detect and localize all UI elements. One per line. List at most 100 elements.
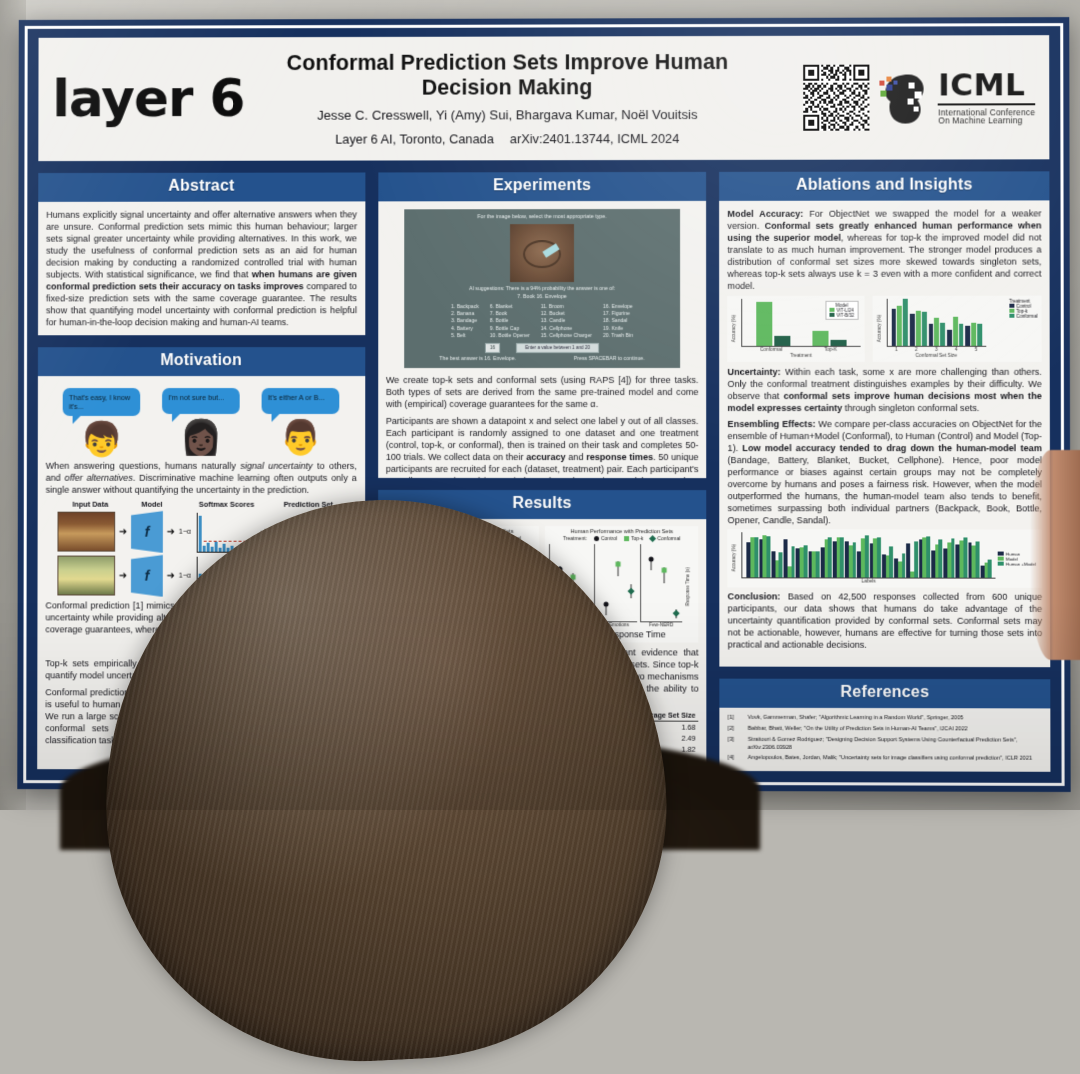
- per-class-bar: [938, 539, 943, 578]
- experiments-body: For the image below, select the most app…: [375, 200, 709, 481]
- panel-ablations: Ablations and Insights Model Accuracy: F…: [717, 169, 1053, 670]
- option-item: 5. Belt: [451, 333, 466, 340]
- pipeline-header-input: Input Data: [72, 499, 109, 509]
- ma-xlabel: Treatment: [790, 353, 812, 359]
- rt-figure-title: Human Performance with Prediction Sets: [570, 529, 673, 536]
- per-class-group: [869, 536, 881, 578]
- per-class-bars: [741, 532, 996, 579]
- per-class-group: [894, 553, 906, 578]
- per-class-bar: [778, 552, 783, 578]
- ensembling-text: Ensembling Effects: We compare per-class…: [728, 418, 1042, 526]
- arrow-icon-1: ➜: [118, 526, 128, 538]
- alpha-label-2: 1−α: [178, 572, 191, 580]
- exp-p2-mid: and: [565, 452, 587, 463]
- reference-item: [3] Straitouri & Gomez Rodriguez; "Design…: [728, 736, 1043, 753]
- option-item: 12. Bucket: [540, 310, 565, 317]
- uncertainty-label: Uncertainty:: [727, 366, 781, 377]
- per-class-group: [931, 539, 943, 578]
- persona-1: That's easy, I know it's... 👦: [62, 388, 141, 459]
- task-option-grid: 1. Backpack 2. Banana 3. Bandage 4. Batt…: [411, 303, 674, 340]
- reference-text: Angelopoulos, Bates, Jordan, Malik; "Unc…: [747, 755, 1033, 763]
- ens-bold: Low model accuracy tended to drag down t…: [742, 443, 1042, 454]
- css-xtick: 2: [914, 347, 918, 353]
- exp-p2-b1: accuracy: [526, 452, 566, 463]
- per-class-bar: [852, 542, 857, 578]
- persona-3: It's either A or B... 👨: [261, 388, 340, 457]
- ablations-heading: Ablations and Insights: [717, 169, 1052, 201]
- rt-panel-goemotions: [594, 544, 638, 623]
- rt-ylabel: Response Time (s): [685, 566, 691, 606]
- per-class-bar: [963, 536, 968, 578]
- per-class-group: [758, 535, 771, 578]
- css-xtick: 1: [895, 347, 898, 353]
- references-body: [1] Vovk, Gammerman, Shafer; "Algorithmic…: [717, 708, 1053, 774]
- option-item: 1. Backpack: [451, 303, 479, 310]
- pc-xlabel: Labels: [861, 579, 876, 585]
- poster-header: layer 6 Conformal Prediction Sets Improv…: [36, 33, 1052, 164]
- task-answer-input[interactable]: 16: [485, 343, 501, 354]
- abstract-text: Humans explicitly signal uncertainty and…: [46, 208, 357, 328]
- option-item: 14. Cellphone: [540, 325, 573, 332]
- css-xtick: 3: [934, 347, 938, 353]
- reference-list: [1] Vovk, Gammerman, Shafer; "Algorithmic…: [728, 714, 1043, 763]
- option-item: 16. Envelope: [602, 303, 633, 310]
- conclusion-text: Conclusion: Based on 42,500 responses co…: [728, 590, 1043, 651]
- per-class-group: [832, 536, 845, 578]
- reference-item: [2] Babbar, Bhatt, Weller; "On the Utilit…: [728, 725, 1043, 734]
- per-class-bar: [754, 537, 759, 578]
- per-class-bar: [901, 553, 906, 578]
- option-item: 3. Bandage: [451, 318, 478, 325]
- arrow-icon-4: ➜: [118, 570, 128, 582]
- reference-number: [1]: [727, 715, 735, 722]
- panel-abstract: Abstract Humans explicitly signal uncert…: [36, 170, 368, 338]
- conclusion-label: Conclusion:: [727, 591, 781, 602]
- per-class-group: [771, 550, 783, 578]
- affiliation-text: Layer 6 AI, Toronto, Canada: [335, 131, 494, 147]
- reference-text: Vovk, Gammerman, Shafer; "Algorithmic Le…: [747, 715, 964, 722]
- treatment-legend: Treatment Control Top-k Conformal: [1009, 299, 1037, 319]
- option-column-4: 16. Envelope 17. Figurine 18. Sandal 19.…: [603, 303, 633, 340]
- ens-post: (Bandage, Battery, Blanket, Bucket, Cell…: [727, 455, 1042, 526]
- option-item: 20. Trash Bin: [602, 332, 634, 340]
- option-item: 13. Candle: [540, 318, 566, 325]
- poster-affiliation: Layer 6 AI, Toronto, Canada arXiv:2401.13…: [279, 131, 736, 147]
- model-accuracy-text: Model Accuracy: For ObjectNet we swapped…: [727, 207, 1041, 291]
- legend-title: Treatment:: [562, 536, 587, 543]
- reference-text: Straitouri & Gomez Rodriguez; "Designing…: [747, 736, 1018, 751]
- legend-conformal: Conformal: [1009, 314, 1038, 319]
- face-icon-3: 👨: [279, 418, 322, 457]
- css-bars: [886, 298, 987, 347]
- poster-title: Conformal Prediction Sets Improve Human …: [286, 49, 729, 100]
- css-xlabel: Conformal Set Size: [915, 353, 958, 359]
- per-class-bar: [914, 541, 918, 578]
- per-class-bar: [987, 559, 992, 578]
- figure-per-class-ensembling: Accuracy (%) Labels Human Model Human +M…: [727, 529, 1043, 588]
- panel-references: References [1] Vovk, Gammerman, Shafer; "…: [717, 677, 1053, 774]
- per-class-group: [955, 536, 968, 578]
- task-correct-answer: The best answer is 16. Envelope.: [439, 356, 517, 363]
- task-submit-button[interactable]: Enter a value between 1 and 20: [516, 343, 600, 354]
- figure-conformal-set-size: Accuracy (%) Treatment Control Top-k Con…: [872, 295, 1042, 362]
- ensembling-label: Ensembling Effects:: [727, 419, 816, 430]
- option-item: 17. Figurine: [602, 310, 630, 317]
- model-block-1: f: [131, 511, 163, 553]
- option-item: 15. Cellphone Charger: [540, 333, 592, 340]
- header-logos: ICML International Conference On Machine…: [744, 64, 1035, 131]
- per-class-bar: [877, 536, 881, 578]
- per-class-bar: [827, 536, 832, 578]
- uncertainty-text: Uncertainty: Within each task, some x ar…: [728, 366, 1042, 414]
- mot-p1-pre: When answering questions, humans natural…: [45, 461, 241, 472]
- motivation-paragraph-1: When answering questions, humans natural…: [46, 460, 357, 496]
- per-class-group: [795, 545, 808, 578]
- experiments-text: We create top-k sets and conformal sets …: [386, 374, 699, 480]
- mot-p1-i2: offer alternatives: [64, 472, 133, 484]
- figure-model-accuracy: Accuracy (%) Model ViT-L/24 ViT-B/32: [727, 295, 865, 362]
- per-class-bar: [840, 537, 845, 578]
- qr-code-icon[interactable]: [803, 64, 870, 131]
- layer6-logo: layer 6: [52, 69, 271, 129]
- speech-bubble-row: That's easy, I know it's... 👦 I'm not su…: [46, 388, 357, 459]
- per-class-group: [844, 541, 857, 578]
- option-item: 8. Bottle: [489, 318, 509, 325]
- per-class-bar: [766, 535, 771, 578]
- abstract-heading: Abstract: [36, 170, 368, 202]
